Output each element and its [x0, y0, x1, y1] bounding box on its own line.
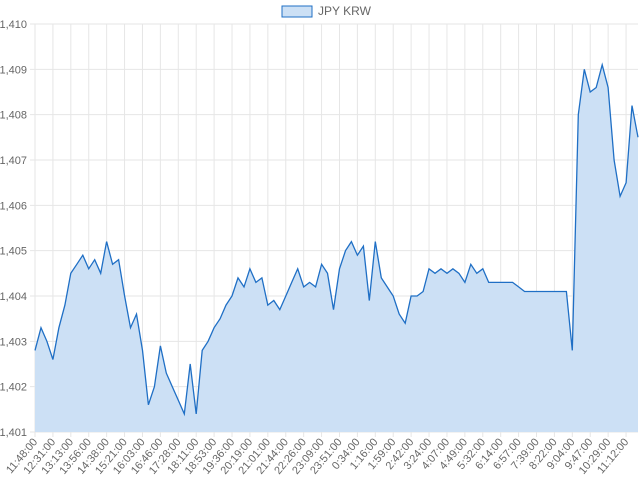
legend-label: JPY KRW	[318, 4, 372, 18]
y-tick-label: 1,406	[0, 200, 27, 212]
y-tick-label: 1,401	[0, 427, 27, 439]
line	[34, 62, 639, 417]
y-tick-label: 1,409	[0, 64, 27, 76]
y-tick-label: 1,407	[0, 155, 27, 167]
y-tick-label: 1,402	[0, 382, 27, 394]
y-tick-label: 1,404	[0, 291, 27, 303]
y-tick-label: 1,408	[0, 110, 27, 122]
legend-swatch	[281, 5, 313, 18]
y-tick-label: 1,403	[0, 336, 27, 348]
y-tick-label: 1,405	[0, 246, 27, 258]
y-tick-label: 1,410	[0, 19, 27, 31]
area	[35, 64, 638, 433]
